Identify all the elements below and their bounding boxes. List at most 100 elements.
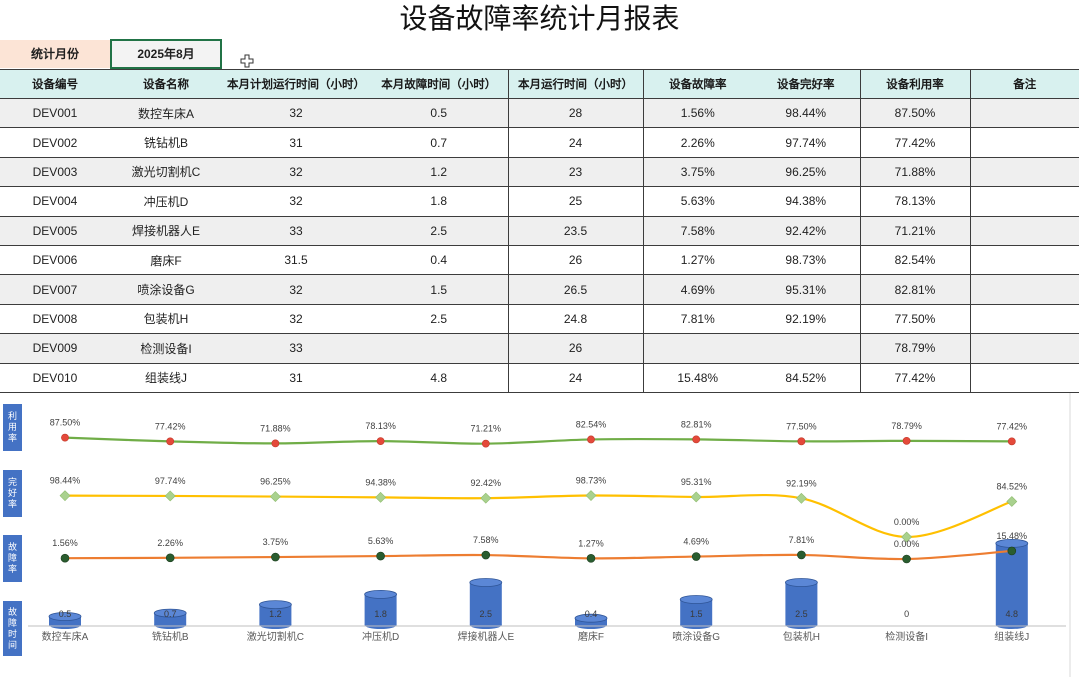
device-id-cell[interactable]: DEV002 [0,127,110,158]
header-utilization-rate[interactable]: 设备利用率 [859,69,970,99]
device-id-cell[interactable]: DEV009 [0,333,110,364]
integrity-rate-cell[interactable]: 96.25% [752,157,860,188]
device-id-cell[interactable]: DEV001 [0,98,110,129]
integrity-rate-cell[interactable] [752,333,860,364]
device-id-cell[interactable]: DEV004 [0,186,110,217]
device-id-cell[interactable]: DEV008 [0,304,110,335]
run-hours-cell[interactable]: 26.5 [507,274,643,305]
integrity-rate-cell[interactable]: 98.44% [752,98,860,129]
remarks-cell[interactable] [969,333,1079,364]
run-hours-cell[interactable]: 25 [507,186,643,217]
integrity-rate-cell[interactable]: 94.38% [752,186,860,217]
remarks-cell[interactable] [969,98,1079,129]
failure-hours-cell[interactable] [370,333,508,364]
header-integrity-rate[interactable]: 设备完好率 [752,69,860,99]
planned-hours-cell[interactable]: 32 [222,304,370,335]
failure-rate-cell[interactable]: 5.63% [642,186,752,217]
failure-rate-cell[interactable] [642,333,752,364]
planned-hours-cell[interactable]: 33 [222,333,370,364]
equipment-chart[interactable]: 利用率 完好率 故障率 故障时间 0.5 0.7 1.2 1.8 2.5 0.4 1.5 2.… [0,393,1079,677]
header-failure-hours[interactable]: 本月故障时间（小时） [370,69,508,99]
failure-rate-cell[interactable]: 2.26% [642,127,752,158]
integrity-rate-cell[interactable]: 97.74% [752,127,860,158]
header-run-hours[interactable]: 本月运行时间（小时） [507,69,643,99]
run-hours-cell[interactable]: 24 [507,127,643,158]
planned-hours-cell[interactable]: 32 [222,98,370,129]
device-name-cell[interactable]: 数控车床A [110,98,222,129]
planned-hours-cell[interactable]: 32 [222,157,370,188]
failure-hours-cell[interactable]: 0.4 [370,245,508,276]
month-label-cell[interactable]: 统计月份 [0,40,110,68]
header-device-name[interactable]: 设备名称 [110,69,222,99]
integrity-rate-cell[interactable]: 92.19% [752,304,860,335]
failure-hours-cell[interactable]: 4.8 [370,363,508,393]
planned-hours-cell[interactable]: 31 [222,363,370,393]
month-value-cell[interactable]: 2025年8月 [110,39,222,69]
device-name-cell[interactable]: 焊接机器人E [110,216,222,246]
run-hours-cell[interactable]: 24 [507,363,643,393]
planned-hours-cell[interactable]: 31 [222,127,370,158]
device-name-cell[interactable]: 铣钻机B [110,127,222,158]
failure-rate-cell[interactable]: 7.58% [642,216,752,246]
remarks-cell[interactable] [969,304,1079,335]
device-id-cell[interactable]: DEV005 [0,216,110,246]
utilization-rate-cell[interactable]: 77.42% [859,127,970,158]
integrity-rate-cell[interactable]: 92.42% [752,216,860,246]
remarks-cell[interactable] [969,186,1079,217]
remarks-cell[interactable] [969,157,1079,188]
remarks-cell[interactable] [969,127,1079,158]
utilization-rate-cell[interactable]: 87.50% [859,98,970,129]
run-hours-cell[interactable]: 23.5 [507,216,643,246]
planned-hours-cell[interactable]: 32 [222,274,370,305]
integrity-rate-cell[interactable]: 98.73% [752,245,860,276]
header-planned-hours[interactable]: 本月计划运行时间（小时） [222,69,370,99]
device-name-cell[interactable]: 包装机H [110,304,222,335]
run-hours-cell[interactable]: 26 [507,245,643,276]
device-name-cell[interactable]: 喷涂设备G [110,274,222,305]
utilization-rate-cell[interactable]: 77.50% [859,304,970,335]
utilization-rate-cell[interactable]: 82.81% [859,274,970,305]
utilization-rate-cell[interactable]: 78.13% [859,186,970,217]
run-hours-cell[interactable]: 23 [507,157,643,188]
device-name-cell[interactable]: 磨床F [110,245,222,276]
failure-rate-cell[interactable]: 1.27% [642,245,752,276]
header-device-id[interactable]: 设备编号 [0,69,110,99]
utilization-rate-cell[interactable]: 82.54% [859,245,970,276]
failure-hours-cell[interactable]: 0.7 [370,127,508,158]
device-name-cell[interactable]: 检测设备I [110,333,222,364]
utilization-rate-cell[interactable]: 77.42% [859,363,970,393]
run-hours-cell[interactable]: 26 [507,333,643,364]
header-remarks[interactable]: 备注 [969,69,1079,99]
failure-hours-cell[interactable]: 2.5 [370,304,508,335]
device-id-cell[interactable]: DEV007 [0,274,110,305]
failure-rate-cell[interactable]: 15.48% [642,363,752,393]
device-name-cell[interactable]: 组装线J [110,363,222,393]
planned-hours-cell[interactable]: 33 [222,216,370,246]
remarks-cell[interactable] [969,274,1079,305]
failure-hours-cell[interactable]: 1.5 [370,274,508,305]
run-hours-cell[interactable]: 28 [507,98,643,129]
failure-rate-cell[interactable]: 3.75% [642,157,752,188]
remarks-cell[interactable] [969,216,1079,246]
planned-hours-cell[interactable]: 32 [222,186,370,217]
failure-hours-cell[interactable]: 1.2 [370,157,508,188]
failure-hours-cell[interactable]: 0.5 [370,98,508,129]
utilization-rate-cell[interactable]: 71.21% [859,216,970,246]
failure-rate-cell[interactable]: 1.56% [642,98,752,129]
utilization-rate-cell[interactable]: 71.88% [859,157,970,188]
failure-rate-cell[interactable]: 4.69% [642,274,752,305]
run-hours-cell[interactable]: 24.8 [507,304,643,335]
failure-hours-cell[interactable]: 2.5 [370,216,508,246]
device-id-cell[interactable]: DEV006 [0,245,110,276]
device-id-cell[interactable]: DEV003 [0,157,110,188]
failure-hours-cell[interactable]: 1.8 [370,186,508,217]
integrity-rate-cell[interactable]: 84.52% [752,363,860,393]
remarks-cell[interactable] [969,363,1079,393]
header-failure-rate[interactable]: 设备故障率 [642,69,752,99]
remarks-cell[interactable] [969,245,1079,276]
device-name-cell[interactable]: 激光切割机C [110,157,222,188]
planned-hours-cell[interactable]: 31.5 [222,245,370,276]
failure-rate-cell[interactable]: 7.81% [642,304,752,335]
device-id-cell[interactable]: DEV010 [0,363,110,393]
utilization-rate-cell[interactable]: 78.79% [859,333,970,364]
